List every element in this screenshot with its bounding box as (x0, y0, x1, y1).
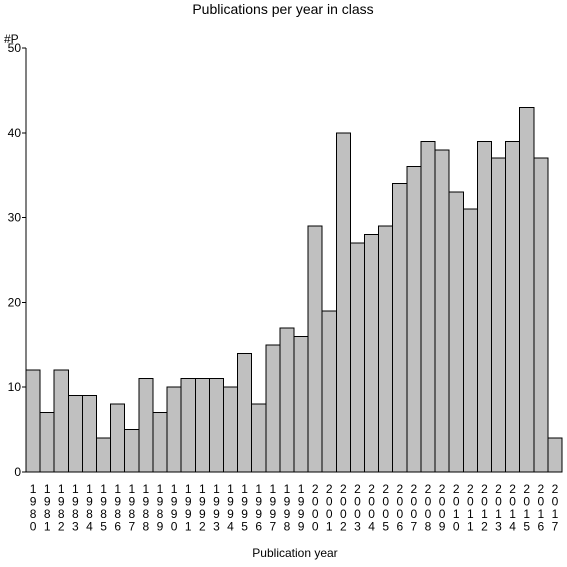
bar-1995 (237, 352, 253, 473)
bar-2002 (335, 132, 351, 473)
bar-1990 (166, 386, 182, 473)
bar-1984 (81, 395, 98, 473)
bar-1992 (194, 378, 210, 473)
x-axis: 1 9 8 0 1 9 8 1 1 9 8 2 1 9 8 3 1 9 8 4 1 9 8 5 1 9 8 6 1 9 8 7 1 9 8 8 1 9 8 9… (26, 471, 562, 534)
bar-1986 (110, 403, 126, 473)
chart-title: Publications per year in class (192, 1, 373, 17)
y-axis-label: #P (4, 32, 19, 46)
x-axis-label: Publication year (252, 546, 337, 560)
y-tick-label: 0 (14, 465, 21, 479)
bar-1987 (124, 429, 140, 473)
y-axis: 0 10 20 30 40 50 (8, 41, 27, 479)
bar-1988 (138, 378, 154, 473)
bar-1996 (251, 403, 267, 473)
y-tick-label: 20 (8, 295, 22, 309)
bar-2012 (476, 140, 492, 473)
bar-1993 (208, 378, 224, 473)
bar-2009 (434, 149, 450, 473)
bar-2007 (406, 166, 422, 473)
bar-2013 (490, 157, 507, 473)
bar-2004 (364, 234, 380, 473)
bar-2010 (448, 191, 464, 473)
bar-2016 (533, 157, 549, 473)
bar-1985 (96, 437, 112, 473)
bar-1997 (265, 344, 281, 473)
bar-2017 (547, 437, 563, 473)
bar-1994 (222, 386, 239, 473)
bar-2006 (392, 183, 408, 473)
y-tick-label: 40 (8, 126, 22, 140)
bar-2003 (349, 242, 366, 473)
bar-2005 (378, 225, 394, 473)
bar-1981 (39, 412, 55, 473)
bar-2014 (505, 140, 521, 473)
bar-2001 (321, 310, 337, 473)
bar-2015 (519, 106, 535, 473)
bar-2000 (307, 225, 323, 473)
bar-1998 (279, 327, 295, 473)
bar-1980 (25, 369, 41, 473)
bar-2008 (420, 140, 436, 473)
bars (25, 106, 563, 473)
bar-2011 (462, 208, 478, 473)
bar-1989 (152, 412, 168, 473)
y-tick-label: 10 (8, 380, 22, 394)
bar-1983 (67, 395, 83, 473)
bar-1991 (180, 378, 196, 473)
y-tick-label: 30 (8, 211, 22, 225)
bar-1982 (53, 369, 69, 473)
bar-1999 (293, 335, 309, 473)
y-tick-label: 50 (8, 41, 22, 55)
